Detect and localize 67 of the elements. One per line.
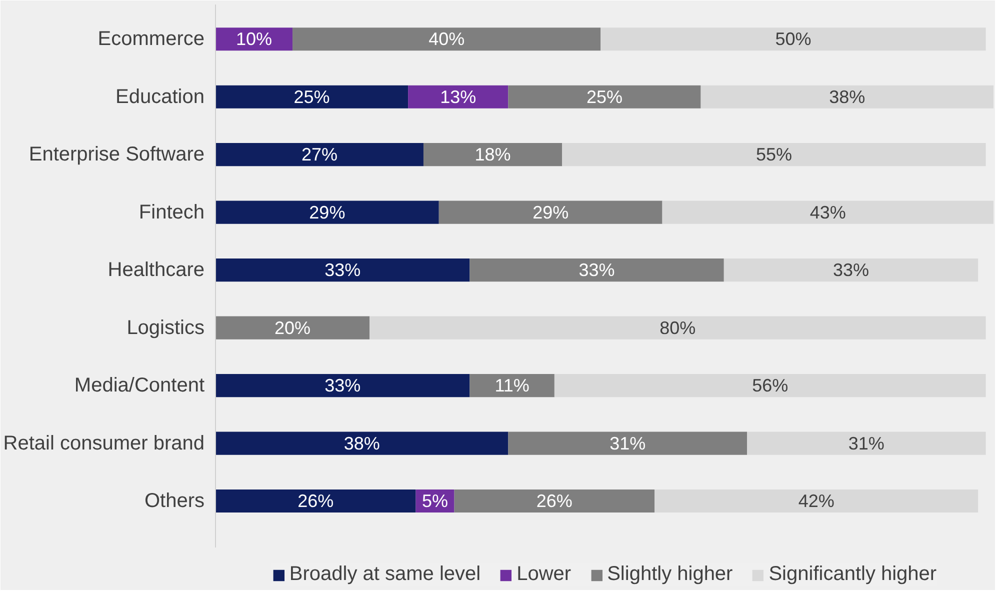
bar	[370, 316, 986, 340]
bar	[216, 200, 439, 224]
data-label: 25%	[294, 86, 330, 107]
legend-label: Slightly higher	[607, 563, 733, 586]
bar	[700, 85, 994, 108]
data-label: 29%	[309, 202, 346, 222]
y-tick-label: Healthcare	[108, 259, 204, 282]
data-label: 13%	[440, 86, 476, 107]
bar	[216, 374, 470, 398]
data-label: 31%	[848, 433, 884, 454]
bar	[508, 432, 748, 455]
y-tick-label: Logistics	[126, 316, 204, 339]
bar	[724, 258, 978, 282]
data-label: 11%	[494, 376, 530, 396]
data-label: 33%	[324, 376, 361, 396]
bar	[216, 432, 508, 455]
data-label: 10%	[236, 29, 272, 50]
legend-label: Broadly at same level	[289, 563, 481, 586]
bar	[554, 374, 986, 398]
y-tick-label: Others	[144, 490, 205, 512]
y-tick-label: Fintech	[138, 201, 205, 224]
bar	[454, 489, 655, 513]
data-label: 38%	[344, 433, 380, 454]
data-label: 80%	[660, 318, 696, 338]
legend-label: Significantly higher	[768, 563, 937, 586]
bar	[408, 85, 508, 108]
y-tick-label: Retail consumer brand	[3, 432, 205, 454]
data-label: 27%	[301, 144, 338, 165]
bar	[423, 143, 562, 166]
data-label: 56%	[752, 376, 788, 396]
data-label: 31%	[610, 433, 646, 454]
data-label: 33%	[578, 260, 615, 280]
bar	[438, 200, 662, 224]
bar	[216, 85, 408, 108]
bar	[562, 143, 986, 166]
bar	[470, 374, 554, 398]
bar	[508, 85, 701, 108]
bar	[654, 489, 978, 513]
data-label: 55%	[756, 144, 792, 165]
data-label: 40%	[428, 29, 465, 50]
data-label: 33%	[832, 260, 870, 280]
data-label: 25%	[586, 86, 623, 107]
bar	[600, 28, 986, 51]
data-label: 38%	[829, 86, 866, 107]
data-label: 26%	[298, 491, 334, 512]
bar	[470, 258, 724, 282]
data-label: 18%	[474, 144, 511, 165]
data-label: 29%	[532, 202, 569, 222]
bar	[216, 143, 424, 166]
legend-label: Lower	[516, 563, 572, 586]
y-tick-label: Media/Content	[74, 374, 205, 397]
bar	[747, 432, 986, 455]
data-label: 26%	[536, 491, 572, 512]
y-tick-label: Education	[116, 86, 205, 108]
data-label: 20%	[274, 318, 311, 338]
bar	[292, 28, 601, 51]
bar	[216, 316, 370, 340]
y-tick-label: Enterprise Software	[28, 144, 205, 166]
bar	[216, 489, 416, 513]
y-tick-label: Ecommerce	[98, 28, 205, 50]
data-label: 43%	[810, 202, 846, 222]
bar	[216, 258, 470, 282]
data-label: 42%	[798, 491, 834, 512]
data-label: 33%	[324, 260, 361, 280]
bar	[662, 200, 994, 224]
data-label: 5%	[422, 491, 448, 512]
data-label: 50%	[775, 29, 812, 50]
